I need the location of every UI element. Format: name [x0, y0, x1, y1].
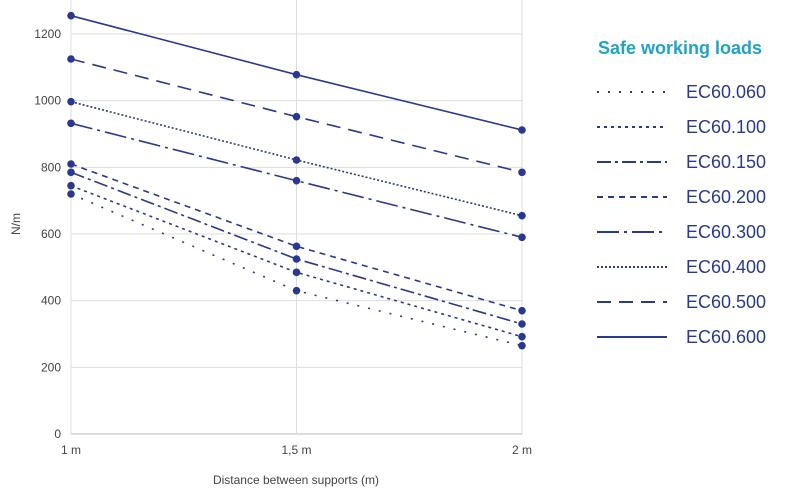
- data-point: [67, 97, 75, 106]
- series-line-ec60-150: [70, 171, 523, 325]
- legend-label: EC60.600: [686, 327, 766, 347]
- y-tick-label: 1200: [34, 27, 61, 41]
- data-point: [292, 70, 301, 79]
- legend-label: EC60.500: [686, 292, 766, 312]
- data-point: [67, 55, 75, 63]
- y-tick-label: 800: [41, 160, 61, 174]
- data-point: [292, 176, 301, 185]
- data-point: [518, 211, 526, 220]
- data-point: [67, 11, 75, 20]
- y-tick-label: 400: [41, 294, 61, 308]
- series-line-ec60-200: [70, 163, 523, 312]
- data-point: [518, 126, 526, 134]
- y-tick-label: 1000: [34, 94, 61, 108]
- x-axis-label: Distance between supports (m): [213, 473, 379, 487]
- data-point: [292, 286, 301, 295]
- x-axis-ticks: 1 m 1,5 m 2 m: [61, 443, 532, 457]
- data-point: [518, 168, 526, 177]
- data-point: [518, 320, 526, 328]
- data-point: [518, 306, 526, 315]
- y-tick-label: 600: [41, 227, 61, 241]
- y-axis-label: N/m: [9, 213, 23, 235]
- legend-label: EC60.100: [686, 117, 766, 137]
- legend-label: EC60.400: [686, 257, 766, 277]
- series-points: [67, 11, 526, 350]
- legend-label: EC60.060: [686, 82, 766, 102]
- series-line-ec60-300: [70, 122, 523, 239]
- legend: EC60.060 EC60.100 EC60.150 EC60.200 EC60.300…: [597, 82, 766, 347]
- data-point: [67, 119, 75, 128]
- legend-label: EC60.300: [686, 222, 766, 242]
- legend-label: EC60.150: [686, 152, 766, 172]
- data-point: [518, 233, 526, 242]
- legend-label: EC60.200: [686, 187, 766, 207]
- data-point: [292, 255, 301, 263]
- x-tick-label: 1,5 m: [281, 443, 311, 457]
- x-tick-label: 1 m: [61, 443, 81, 457]
- data-point: [292, 112, 301, 121]
- data-point: [518, 332, 526, 341]
- x-tick-label: 2 m: [512, 443, 532, 457]
- data-point: [292, 242, 301, 251]
- data-point: [292, 156, 301, 164]
- data-point: [67, 160, 75, 168]
- data-point: [67, 181, 75, 190]
- data-point: [67, 168, 75, 177]
- grid: [70, 0, 523, 435]
- data-point: [518, 341, 526, 350]
- y-axis-ticks: 0 200 400 600 800 1000 1200: [34, 27, 61, 441]
- y-tick-label: 0: [54, 427, 61, 441]
- legend-title: Safe working loads: [598, 38, 762, 58]
- data-point: [67, 190, 75, 198]
- y-tick-label: 200: [41, 360, 61, 374]
- data-point: [292, 268, 301, 277]
